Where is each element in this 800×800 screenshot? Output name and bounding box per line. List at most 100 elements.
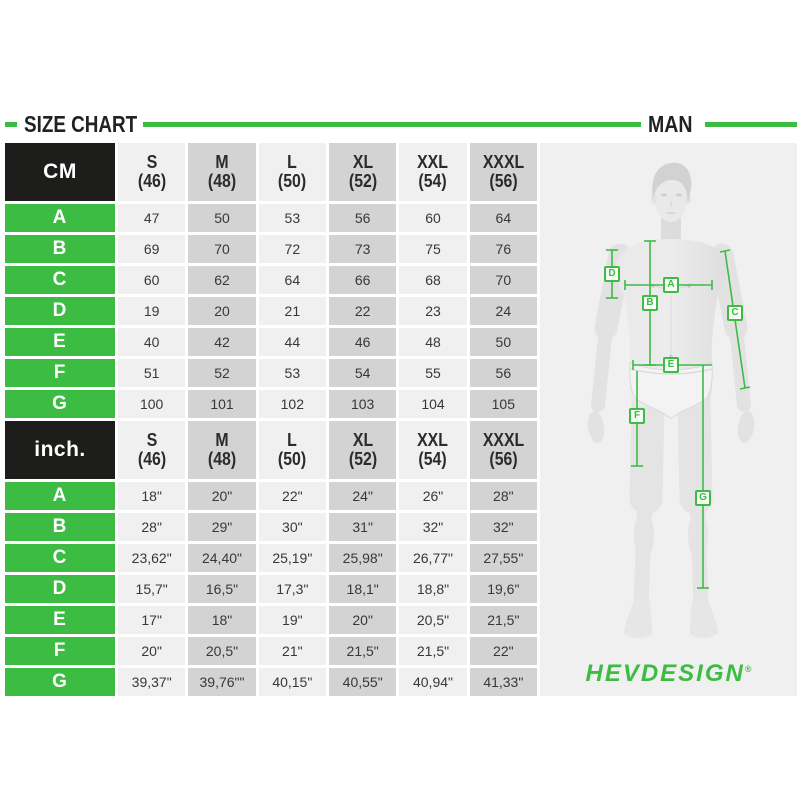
size-value-cell: 42 (188, 328, 256, 356)
size-value-cell: 103 (329, 390, 397, 418)
size-value-cell: 39,37" (118, 668, 186, 696)
size-value-cell: 52 (188, 359, 256, 387)
size-value-cell: 47 (118, 204, 186, 232)
size-value-cell: 23,62" (118, 544, 186, 572)
size-value-cell: 70 (188, 235, 256, 263)
size-value-cell: 101 (188, 390, 256, 418)
marker-label-c: C (727, 305, 743, 321)
size-value-cell: 41,33" (469, 668, 537, 696)
row-label-cell: B (5, 513, 115, 541)
marker-label-a: A (663, 277, 679, 293)
size-value-cell: 55 (399, 359, 467, 387)
size-value-cell: 25,98" (329, 544, 397, 572)
size-column-header-text: M (48) (208, 431, 236, 469)
size-value-cell: 48 (399, 328, 467, 356)
size-value-cell: 51 (118, 359, 186, 387)
size-name: XL (352, 152, 373, 173)
size-value-cell: 22 (329, 297, 397, 325)
size-value-cell: 28" (118, 513, 186, 541)
size-value-cell: 46 (329, 328, 397, 356)
size-name: XL (352, 430, 373, 451)
size-column-header-text: M (48) (208, 153, 236, 191)
size-number: (50) (278, 449, 307, 469)
size-value-cell: 25,19" (258, 544, 326, 572)
size-column-header: XXXL (56) (469, 421, 537, 479)
row-label-cell: F (5, 637, 115, 665)
size-value-cell: 26" (399, 482, 467, 510)
size-value-cell: 60 (399, 204, 467, 232)
size-value-cell: 21 (258, 297, 326, 325)
size-value-cell: 69 (118, 235, 186, 263)
size-name: S (146, 430, 157, 451)
size-name: S (146, 152, 157, 173)
size-name: XXL (417, 430, 449, 451)
size-value-cell: 17" (118, 606, 186, 634)
size-value-cell: 20" (329, 606, 397, 634)
unit-label-cell: CM (5, 143, 115, 201)
size-value-cell: 102 (258, 390, 326, 418)
size-value-cell: 22" (469, 637, 537, 665)
size-value-cell: 100 (118, 390, 186, 418)
size-name: M (215, 152, 229, 173)
row-label-cell: G (5, 390, 115, 418)
size-value-cell: 30" (258, 513, 326, 541)
row-label-cell: A (5, 482, 115, 510)
size-value-cell: 16,5" (188, 575, 256, 603)
size-number: (54) (418, 171, 448, 191)
size-value-cell: 40 (118, 328, 186, 356)
brand-logo: HEVDESIGN® (540, 660, 797, 688)
size-value-cell: 64 (258, 266, 326, 294)
size-name: XXL (417, 152, 449, 173)
size-number: (56) (489, 449, 518, 469)
brand-logo-text: HEVDESIGN (585, 660, 745, 687)
size-value-cell: 22" (258, 482, 326, 510)
size-value-cell: 24,40" (188, 544, 256, 572)
man-foot-right (690, 598, 718, 638)
size-column-header: XXL (54) (399, 143, 467, 201)
size-value-cell: 40,94" (399, 668, 467, 696)
size-value-cell: 23 (399, 297, 467, 325)
man-legs (629, 384, 713, 613)
size-column-header: XXL (54) (399, 421, 467, 479)
row-label-cell: C (5, 544, 115, 572)
marker-label-g: G (695, 490, 711, 506)
size-number: (48) (207, 449, 237, 469)
size-column-header-text: XL (52) (349, 153, 377, 191)
size-column-header: L (50) (258, 421, 326, 479)
man-neck (661, 213, 681, 247)
size-number: (54) (418, 449, 448, 469)
unit-label-cell: inch. (5, 421, 115, 479)
size-value-cell: 21,5" (469, 606, 537, 634)
size-value-cell: 56 (329, 204, 397, 232)
man-head (654, 172, 688, 222)
size-column-header-text: XXXL (56) (483, 431, 524, 469)
size-number: (52) (348, 449, 377, 469)
size-column-header-text: XXXL (56) (483, 153, 524, 191)
size-number: (50) (278, 171, 307, 191)
size-name: L (287, 152, 298, 173)
man-hair (652, 162, 692, 203)
size-value-cell: 20 (188, 297, 256, 325)
size-value-cell: 26,77" (399, 544, 467, 572)
size-value-cell: 19" (258, 606, 326, 634)
size-value-cell: 27,55" (469, 544, 537, 572)
size-value-cell: 40,55" (329, 668, 397, 696)
size-value-cell: 62 (188, 266, 256, 294)
registered-mark: ® (744, 664, 752, 674)
row-label-cell: B (5, 235, 115, 263)
size-column-header: M (48) (188, 143, 256, 201)
size-value-cell: 18" (188, 606, 256, 634)
title-dash (5, 121, 17, 127)
size-value-cell: 32" (469, 513, 537, 541)
size-value-cell: 73 (329, 235, 397, 263)
size-value-cell: 19 (118, 297, 186, 325)
size-column-header-text: S (46) (138, 153, 166, 191)
marker-label-b: B (642, 295, 658, 311)
row-label-cell: A (5, 204, 115, 232)
figure-panel: A B C D E F G HEVDESIGN® (540, 143, 797, 696)
size-value-cell: 50 (188, 204, 256, 232)
size-value-cell: 54 (329, 359, 397, 387)
size-column-header: XL (52) (329, 143, 397, 201)
size-value-cell: 40,15" (258, 668, 326, 696)
title-rule-left (143, 121, 641, 127)
